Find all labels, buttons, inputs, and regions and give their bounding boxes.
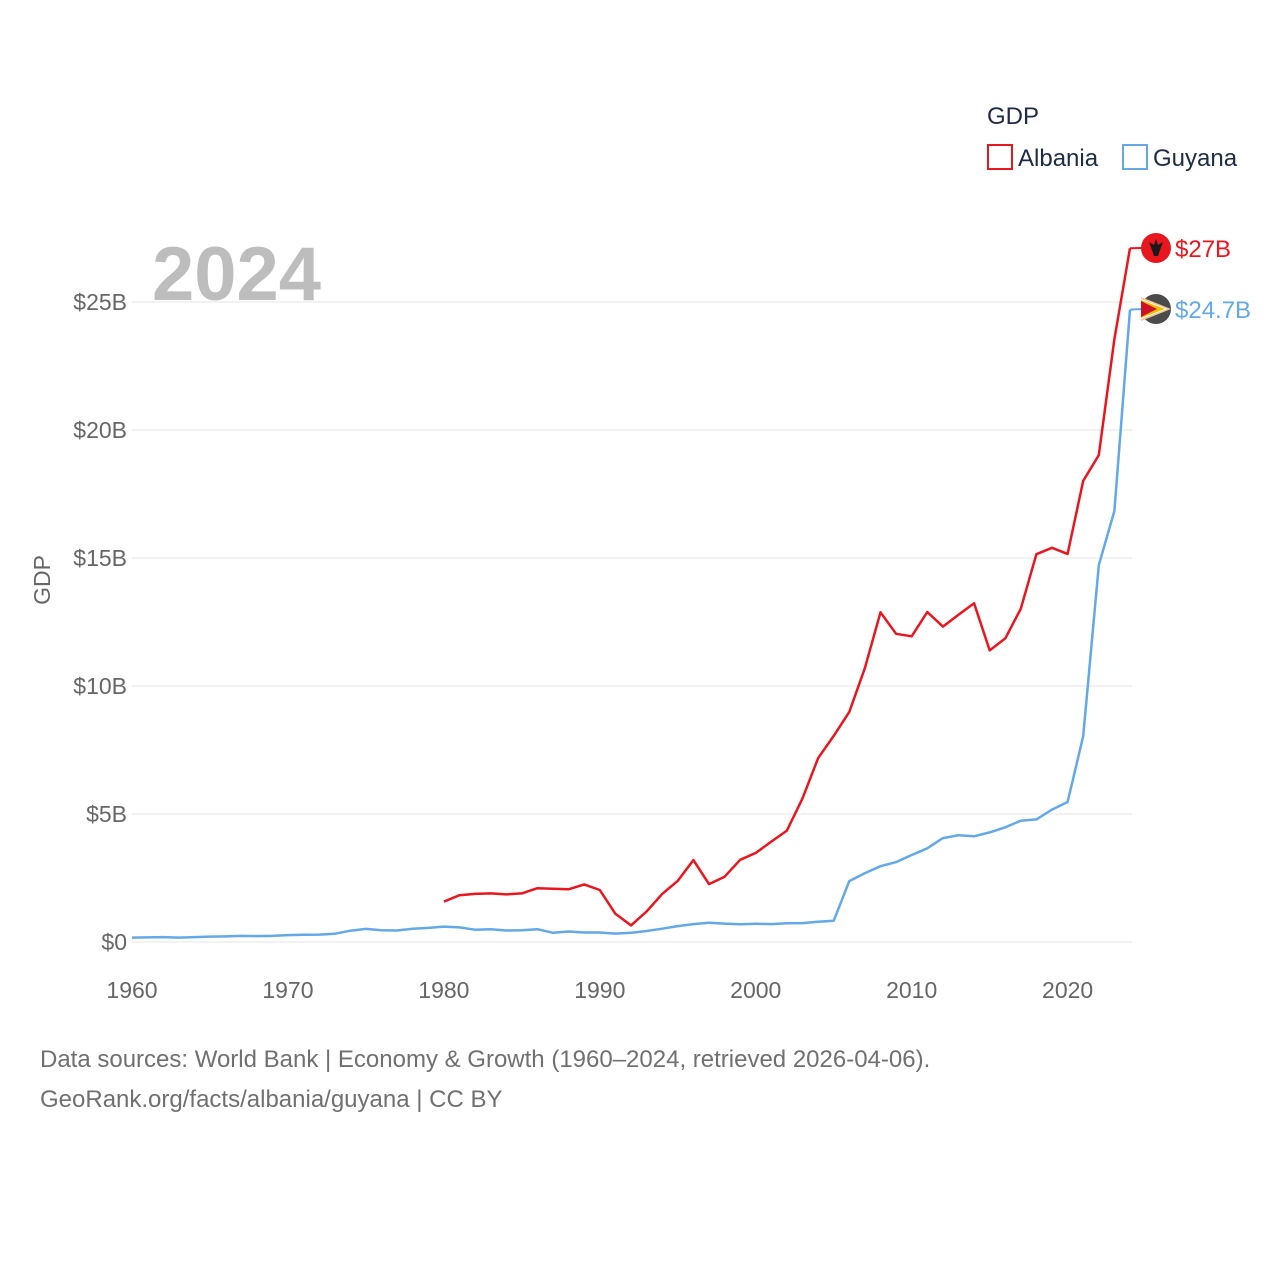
x-tick-label: 1990 <box>574 977 625 1003</box>
y-axis-ticks: $0 $5B $10B $15B $20B $25B <box>73 289 127 955</box>
legend: GDP Albania Guyana <box>987 103 1238 172</box>
y-tick-label: $10B <box>73 673 127 699</box>
y-tick-label: $0 <box>101 929 127 955</box>
gridlines <box>132 301 1132 943</box>
x-tick-label: 1980 <box>418 977 469 1003</box>
source-link[interactable]: GeoRank.org/facts/albania/guyana | CC BY <box>40 1086 503 1113</box>
footer: Data sources: World Bank | Economy & Gro… <box>40 1040 930 1120</box>
data-source-note: Data sources: World Bank | Economy & Gro… <box>40 1046 931 1073</box>
y-tick-label: $5B <box>86 801 127 827</box>
series-line-guyana <box>131 309 1132 939</box>
series-end-markers: $27B $24.7B <box>1129 233 1251 324</box>
y-axis-title: GDP <box>29 555 55 605</box>
series-line-albania <box>443 247 1132 927</box>
legend-label-guyana: Guyana <box>1153 145 1238 172</box>
x-tick-label: 2000 <box>730 977 781 1003</box>
x-tick-label: 1970 <box>262 977 313 1003</box>
legend-item-guyana[interactable]: Guyana <box>1122 144 1238 172</box>
legend-swatch-albania <box>987 144 1013 170</box>
y-tick-label: $20B <box>73 417 127 443</box>
series-end-label-guyana: $24.7B <box>1175 297 1251 324</box>
legend-swatch-guyana <box>1122 144 1148 170</box>
guyana-flag-icon <box>1141 294 1171 324</box>
y-tick-label: $15B <box>73 545 127 571</box>
series-end-connector <box>1129 308 1143 311</box>
legend-title: GDP <box>987 103 1039 130</box>
x-tick-label: 2020 <box>1042 977 1093 1003</box>
x-tick-label: 2010 <box>886 977 937 1003</box>
legend-item-albania[interactable]: Albania <box>987 144 1099 172</box>
x-axis-ticks: 1960 1970 1980 1990 2000 2010 2020 <box>106 977 1093 1003</box>
x-tick-label: 1960 <box>106 977 157 1003</box>
series-lines <box>131 247 1132 939</box>
year-watermark: 2024 <box>152 232 321 317</box>
albania-flag-icon <box>1141 233 1171 263</box>
legend-label-albania: Albania <box>1018 145 1099 172</box>
series-end-label-albania: $27B <box>1175 236 1231 263</box>
y-tick-label: $25B <box>73 289 127 315</box>
